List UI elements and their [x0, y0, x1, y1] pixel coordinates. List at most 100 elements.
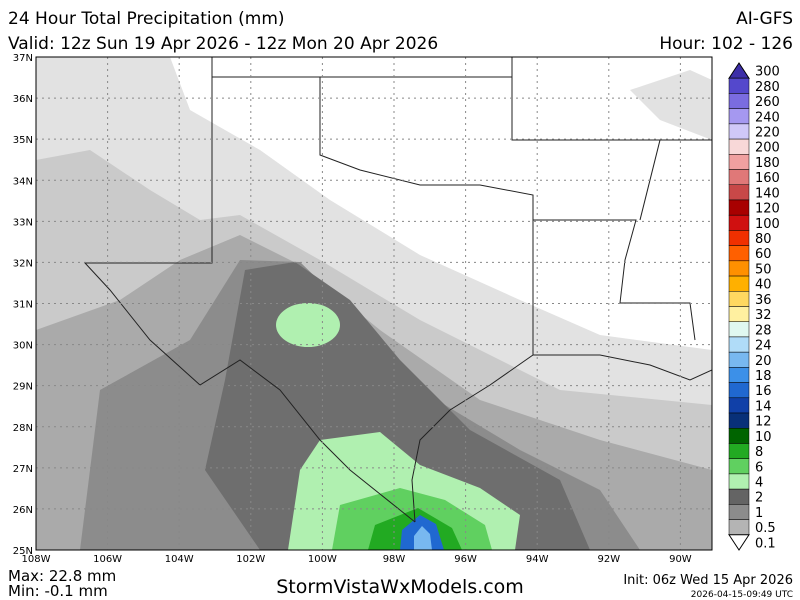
colorbar-box [728, 306, 750, 322]
colorbar-box [728, 351, 750, 368]
colorbar-label: 260 [755, 95, 780, 110]
colorbar-label: 32 [755, 308, 772, 323]
colorbar-box [728, 458, 750, 475]
lon-label: 96W [454, 554, 477, 565]
colorbar-box [728, 245, 750, 262]
lat-label: 36N [13, 94, 33, 105]
site-name: StormVistaWxModels.com [276, 576, 524, 598]
colorbar-label: 0.1 [755, 536, 776, 551]
colorbar-box [728, 275, 750, 292]
lat-label: 32N [13, 258, 33, 269]
lat-label: 29N [13, 382, 33, 393]
colorbar-label: 10 [755, 430, 772, 445]
lon-label: 106W [93, 554, 122, 565]
lon-label: 100W [308, 554, 337, 565]
colorbar-box [728, 412, 750, 429]
valid-time: Valid: 12z Sun 19 Apr 2026 - 12z Mon 20 … [8, 34, 438, 54]
lat-label: 30N [13, 341, 33, 352]
colorbar-box [728, 504, 750, 520]
lat-label: 25N [13, 546, 33, 557]
lat-label: 34N [13, 176, 33, 187]
lat-label: 28N [13, 423, 33, 434]
colorbar-box [728, 138, 750, 155]
colorbar-box [728, 77, 750, 94]
colorbar-cap [728, 62, 750, 79]
lat-label: 33N [13, 217, 33, 228]
title: 24 Hour Total Precipitation (mm) [8, 9, 285, 29]
colorbar-box [728, 260, 750, 277]
colorbar-box [728, 169, 750, 185]
colorbar-label: 14 [755, 399, 772, 414]
colorbar-box [728, 367, 750, 383]
colorbar-label: 1 [755, 506, 763, 521]
colorbar-box [728, 291, 750, 307]
colorbar-label: 40 [755, 278, 772, 293]
lon-label: 92W [597, 554, 620, 565]
colorbar-label: 180 [755, 156, 780, 171]
lat-label: 31N [13, 300, 33, 311]
colorbar-label: 50 [755, 262, 772, 277]
colorbar-label: 36 [755, 293, 772, 308]
colorbar-box [728, 199, 750, 216]
colorbar-label: 8 [755, 445, 763, 460]
colorbar-box [728, 108, 750, 125]
colorbar-box [728, 93, 750, 109]
colorbar-box [728, 321, 750, 338]
min-value: Min: -0.1 mm [8, 582, 108, 600]
colorbar-label: 300 [755, 65, 780, 80]
colorbar: 3002802602402202001801601401201008060504… [728, 62, 780, 551]
lon-label: 108W [22, 554, 51, 565]
colorbar-box [728, 123, 750, 140]
colorbar-label: 160 [755, 171, 780, 186]
colorbar-label: 220 [755, 125, 780, 140]
colorbar-label: 12 [755, 415, 772, 430]
colorbar-label: 18 [755, 369, 772, 384]
colorbar-label: 200 [755, 141, 780, 156]
colorbar-label: 60 [755, 247, 772, 262]
colorbar-label: 2 [755, 491, 763, 506]
colorbar-label: 6 [755, 460, 763, 475]
colorbar-label: 28 [755, 323, 772, 338]
colorbar-box [728, 230, 750, 246]
init-time: Init: 06z Wed 15 Apr 2026 [623, 573, 793, 588]
lat-label: 37N [13, 53, 33, 64]
colorbar-box [728, 184, 750, 201]
colorbar-box [728, 382, 750, 399]
colorbar-label: 80 [755, 232, 772, 247]
colorbar-box [728, 154, 750, 170]
lon-label: 102W [236, 554, 265, 565]
lat-label: 35N [13, 135, 33, 146]
colorbar-label: 140 [755, 186, 780, 201]
colorbar-cap [728, 534, 750, 551]
colorbar-label: 100 [755, 217, 780, 232]
colorbar-label: 120 [755, 202, 780, 217]
model-name: AI-GFS [736, 9, 793, 29]
colorbar-label: 24 [755, 339, 772, 354]
lat-label: 26N [13, 505, 33, 516]
map: 37N36N35N34N33N32N31N30N29N28N27N26N25N1… [13, 53, 713, 565]
colorbar-label: 240 [755, 110, 780, 125]
colorbar-box [728, 336, 750, 353]
colorbar-box [728, 428, 750, 444]
colorbar-box [728, 473, 750, 490]
lon-label: 104W [165, 554, 194, 565]
colorbar-label: 16 [755, 384, 772, 399]
colorbar-label: 0.5 [755, 521, 776, 536]
lat-label: 27N [13, 464, 33, 475]
forecast-hours: Hour: 102 - 126 [659, 34, 793, 54]
colorbar-box [728, 397, 750, 414]
lon-label: 90W [669, 554, 692, 565]
lon-label: 98W [383, 554, 406, 565]
colorbar-box [728, 519, 750, 536]
colorbar-label: 4 [755, 476, 763, 491]
map-frame [35, 56, 713, 551]
colorbar-label: 280 [755, 80, 780, 95]
graticule: 37N36N35N34N33N32N31N30N29N28N27N26N25N1… [13, 53, 712, 565]
colorbar-box [728, 443, 750, 459]
colorbar-label: 20 [755, 354, 772, 369]
timestamp: 2026-04-15-09:49 UTC [691, 590, 793, 600]
max-value: Max: 22.8 mm [8, 567, 116, 585]
colorbar-box [728, 214, 750, 231]
lon-label: 94W [526, 554, 549, 565]
